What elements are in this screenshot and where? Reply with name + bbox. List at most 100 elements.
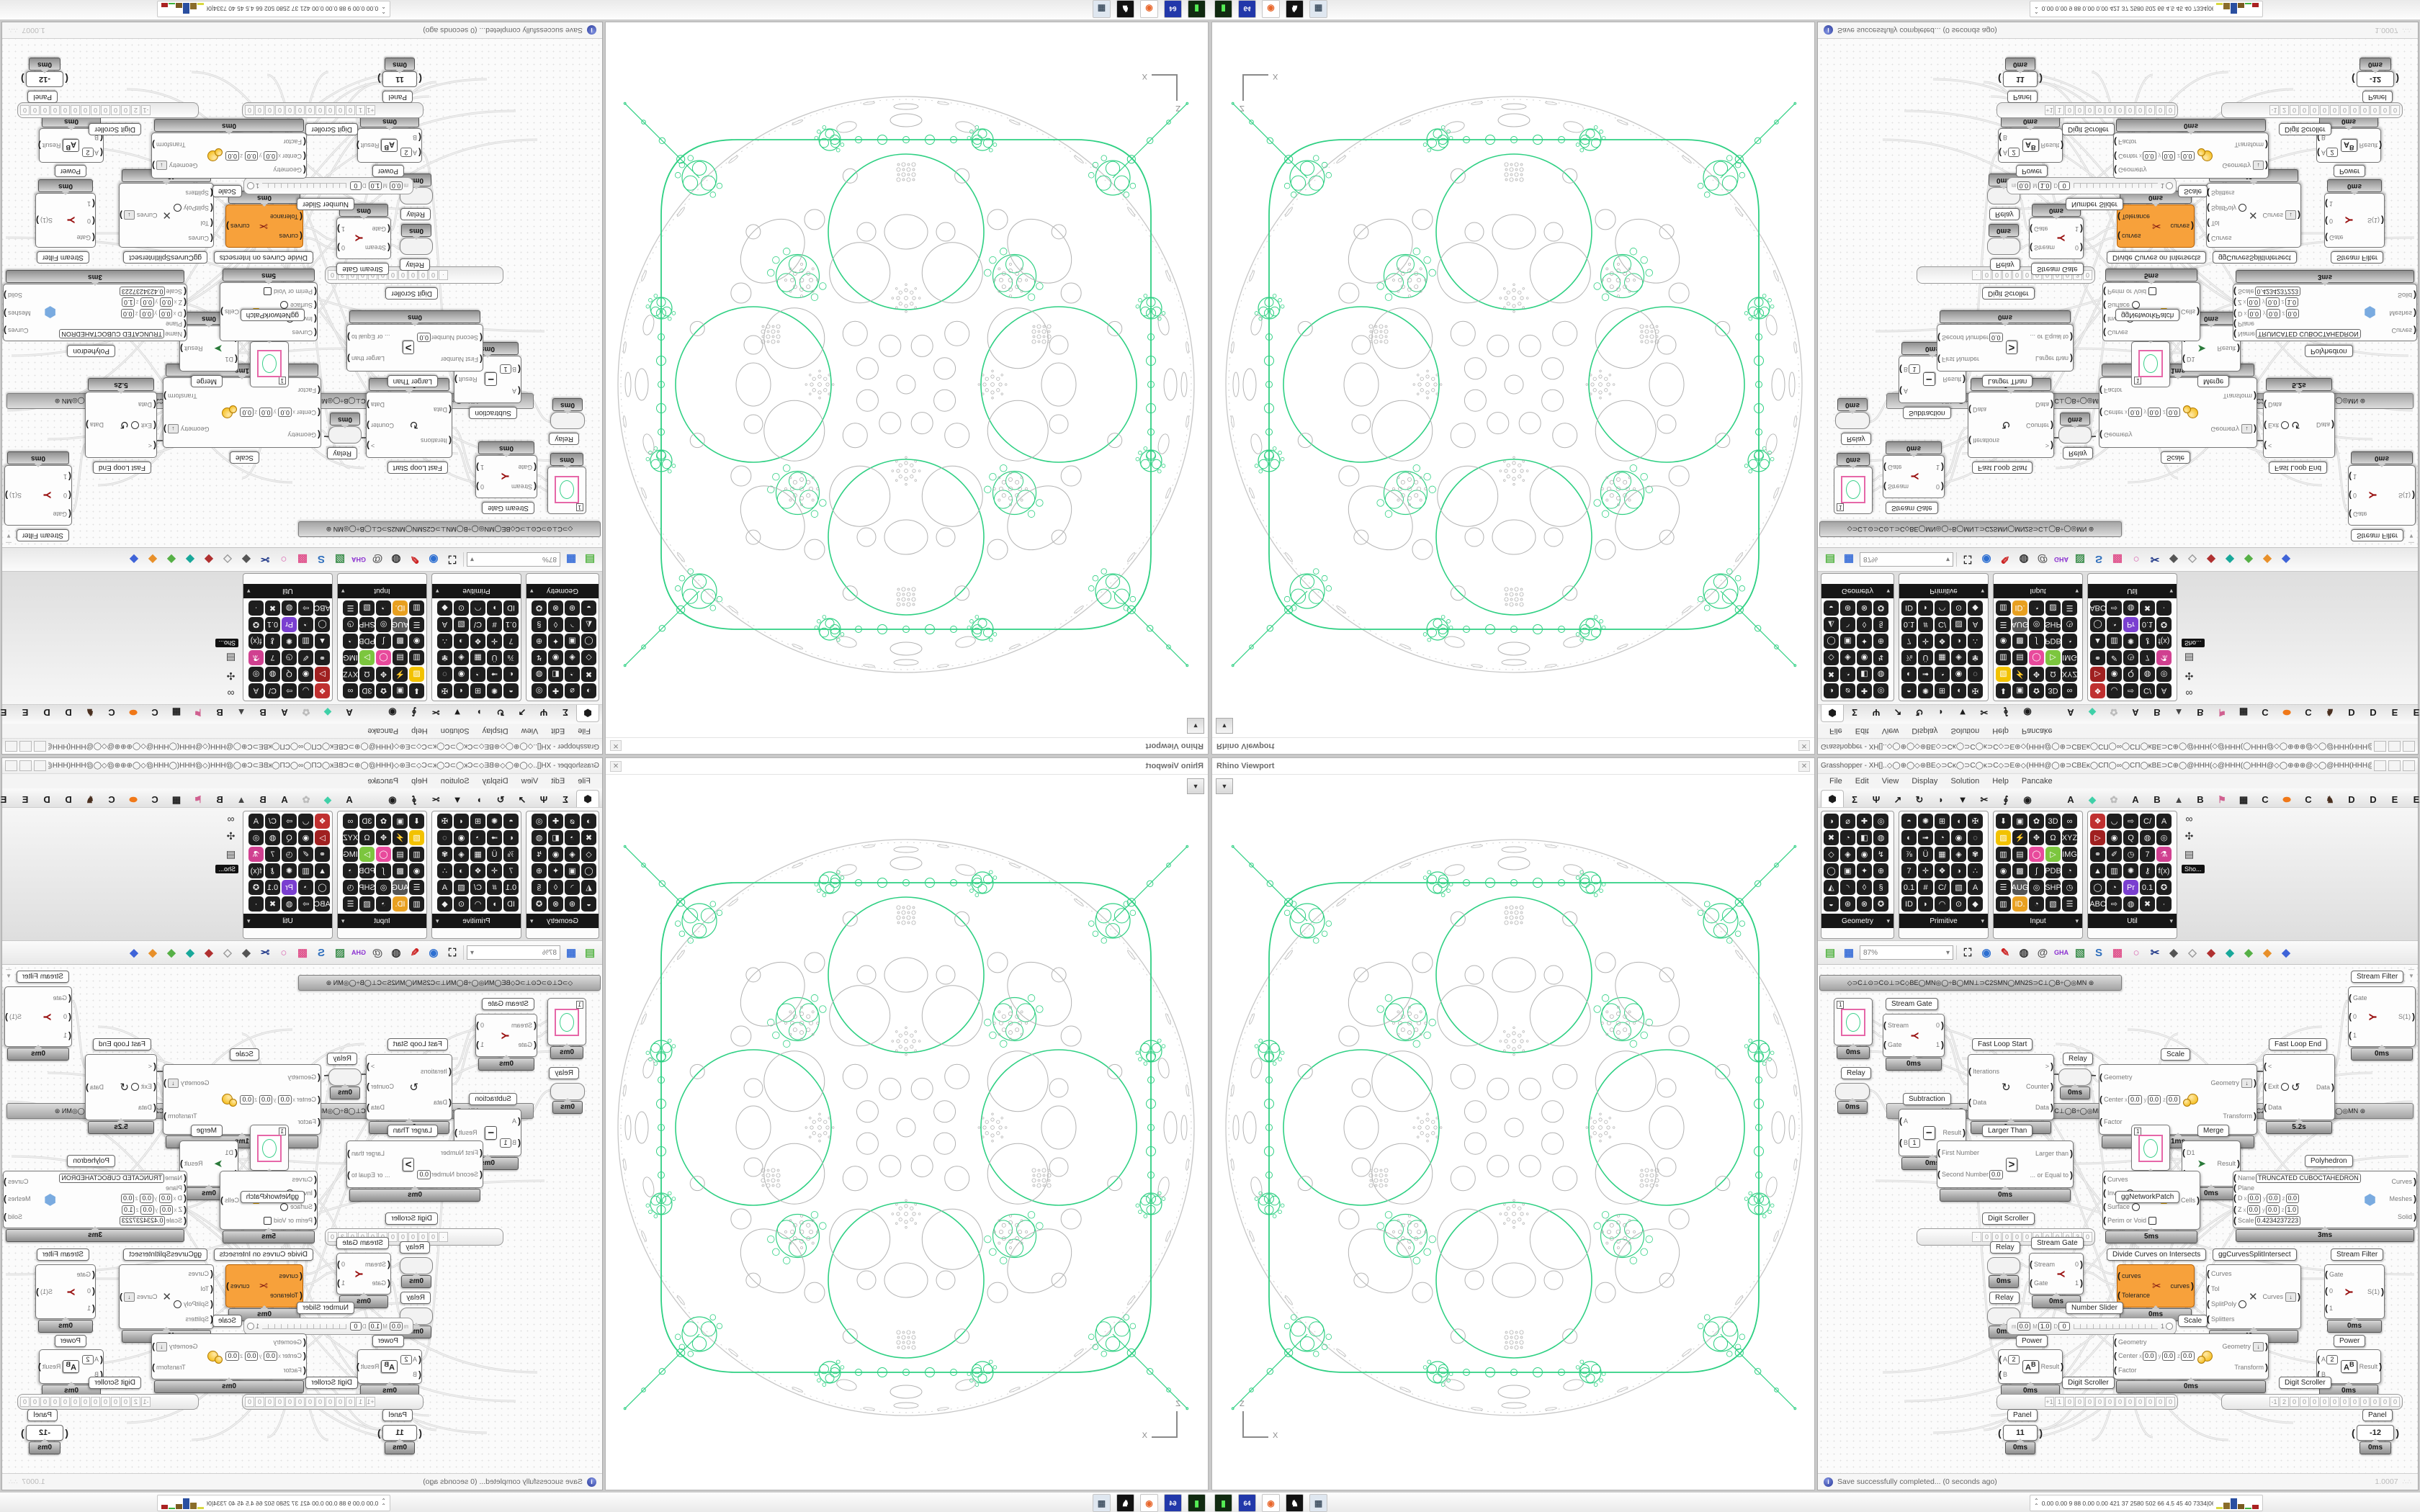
component-nameplate[interactable]: Power	[372, 1335, 404, 1347]
port-in[interactable]: Tolerance	[270, 212, 302, 220]
port-out[interactable]: Transform	[2234, 141, 2268, 149]
scroller-digit[interactable]: 0	[2022, 1232, 2032, 1242]
port-in[interactable]: Geometry	[2099, 431, 2133, 439]
palette-icon[interactable]: ∞	[343, 814, 358, 829]
relay-node[interactable]	[400, 238, 433, 255]
port-in[interactable]: 1	[2325, 199, 2333, 207]
tab-category-8[interactable]: ∮	[411, 794, 417, 805]
relay-node[interactable]	[1835, 412, 1870, 429]
scroller-digit[interactable]: 0	[2125, 1397, 2135, 1407]
value-box[interactable]: 0.0	[2143, 1351, 2156, 1362]
palette-icon[interactable]: ✿	[2029, 814, 2044, 829]
value-box[interactable]: 2	[400, 148, 412, 158]
palette-icon[interactable]: A	[437, 617, 452, 632]
palette-icon[interactable]: ✥	[376, 667, 391, 682]
slider-track[interactable]	[262, 1323, 346, 1329]
palette-icon[interactable]: ⇨	[2107, 896, 2122, 912]
palette-icon[interactable]: ☰	[343, 600, 358, 616]
scroller-digit[interactable]: 0	[245, 105, 254, 115]
palette-icon[interactable]: ✥	[2029, 830, 2044, 845]
component-nameplate[interactable]: ggCurvesSplitIntersect	[123, 251, 207, 264]
menu-item-file[interactable]: File	[578, 777, 591, 786]
bulb-icon[interactable]: ○	[2133, 553, 2140, 566]
port-in[interactable]: Exit	[130, 1083, 156, 1092]
scroller-digit[interactable]: 0	[71, 1397, 80, 1407]
palette-icon[interactable]: ◖	[1951, 814, 1966, 829]
palette-icon[interactable]: ❖	[470, 863, 485, 878]
geometry-capture-node[interactable]: 1	[1834, 467, 1873, 514]
palette-icon[interactable]: ◡	[298, 683, 313, 698]
download-flag-icon[interactable]	[2253, 1341, 2264, 1351]
display-mode-dropdown[interactable]: ▼	[1216, 778, 1233, 794]
palette-icon[interactable]: PDB	[359, 863, 375, 878]
port-in[interactable]: B1	[1899, 1138, 1921, 1148]
palette-icon[interactable]: ✪	[2156, 880, 2172, 895]
viewport-canvas[interactable]: ▼ Z X	[1212, 775, 1814, 1490]
palette-icon[interactable]: ▲	[2090, 863, 2105, 878]
port-in[interactable]: Data	[434, 1099, 452, 1107]
tab-category-5[interactable]: ◗	[476, 794, 482, 805]
scroller-digit[interactable]: 0	[408, 1232, 418, 1242]
palette-icon[interactable]: ◔	[343, 634, 358, 649]
palette-icon[interactable]: ◡	[2107, 683, 2122, 698]
resize-grip[interactable]: ∴∴	[2402, 27, 2412, 35]
gh-component[interactable]: StreamGateY01	[475, 1014, 537, 1057]
palette-icon[interactable]: ◑	[1824, 683, 1839, 698]
bulb-icon[interactable]: ○	[280, 553, 287, 566]
value-box[interactable]: 1	[1909, 364, 1921, 374]
gh-component[interactable]: GeometryCenterx0.0y0.0z0.0FactorGeometry…	[2113, 132, 2269, 179]
value-box[interactable]: 0.0	[2266, 297, 2280, 307]
port-out[interactable]: Data	[86, 1084, 104, 1092]
palette-icon[interactable]: ✐	[2107, 650, 2122, 665]
palette-panel-label[interactable]: Geometry ▾	[1821, 584, 1894, 598]
bulb-icon[interactable]: ○	[280, 946, 287, 959]
port-in[interactable]: D1	[225, 1149, 238, 1157]
palette-icon[interactable]: ❖	[2090, 814, 2105, 829]
palette-icon[interactable]: ∫	[376, 634, 391, 649]
palette-icon[interactable]: C/	[2140, 683, 2155, 698]
port-in[interactable]: Stream	[511, 482, 537, 490]
palette-icon[interactable]: A	[1968, 617, 1983, 632]
tab-category-1[interactable]: Σ	[1852, 707, 1857, 718]
port-out[interactable]: Transform	[2234, 1364, 2268, 1372]
port-in[interactable]: Geometry	[287, 431, 321, 439]
port-in[interactable]: A	[512, 1117, 521, 1125]
palette-icon[interactable]: 3D	[2045, 683, 2061, 698]
palette-icon[interactable]: ✚	[1857, 683, 1872, 698]
value-box[interactable]: 0.0	[278, 408, 292, 418]
scroller-digit[interactable]: 2	[131, 105, 140, 115]
palette-icon[interactable]: ◉	[298, 667, 313, 682]
port-out[interactable]: Meshes	[4, 1195, 31, 1203]
palette-icon[interactable]: ◔	[376, 896, 391, 912]
port-out[interactable]: Larger than	[2035, 1150, 2073, 1158]
gh-component[interactable]: curvesTolerance✂curves	[2117, 1264, 2195, 1308]
palette-icon[interactable]: ◉	[548, 847, 563, 862]
gh-component[interactable]: Gate01YS(1)	[2324, 1264, 2385, 1319]
palette-icon[interactable]: 3D	[2045, 814, 2061, 829]
palette-icon[interactable]: ▣	[2012, 683, 2027, 698]
palette-icon[interactable]: ∞	[2062, 814, 2077, 829]
mail-icon[interactable]: @	[372, 946, 383, 959]
palette-icon[interactable]: ◉	[1996, 863, 2011, 878]
canvas-scroll-button[interactable]: — ▼	[2408, 966, 2414, 979]
cross-arrows-icon[interactable]: ✂	[2150, 553, 2160, 565]
palette-icon[interactable]: ⬇	[409, 683, 424, 698]
port-in[interactable]: D1	[225, 355, 238, 363]
resize-grip[interactable]: ∴∴	[8, 27, 18, 35]
palette-icon[interactable]: 0.1	[503, 880, 519, 895]
port-out[interactable]: ... or Equal to	[2030, 1171, 2073, 1179]
scroller-digit[interactable]: 0	[2012, 270, 2022, 280]
port-out[interactable]: Data	[367, 1104, 385, 1112]
palette-icon[interactable]: ⚡	[2012, 667, 2027, 682]
port-out[interactable]: Geometry	[2210, 1079, 2257, 1088]
node-canvas[interactable]: — ▼ ◇⊃C⊥⊙⊃C⊙⊥⊃C◇ΒΕ◯ΜΝ◎◯÷Β◯ΜΝ⊥⊃C2SΜΝ◯ΜΝ2S⊃…	[2, 965, 602, 1474]
tab-category-9[interactable]: ◉	[388, 707, 397, 718]
palette-icon[interactable]: ◉	[1951, 667, 1966, 682]
palette-icon[interactable]: ABC	[314, 600, 331, 616]
menu-item-help[interactable]: Help	[1992, 777, 2009, 786]
tab-category-3[interactable]: ↗	[518, 707, 526, 718]
palette-icon[interactable]: ⊙	[1951, 896, 1966, 912]
show-all-tag[interactable]: Sho...	[215, 865, 238, 873]
